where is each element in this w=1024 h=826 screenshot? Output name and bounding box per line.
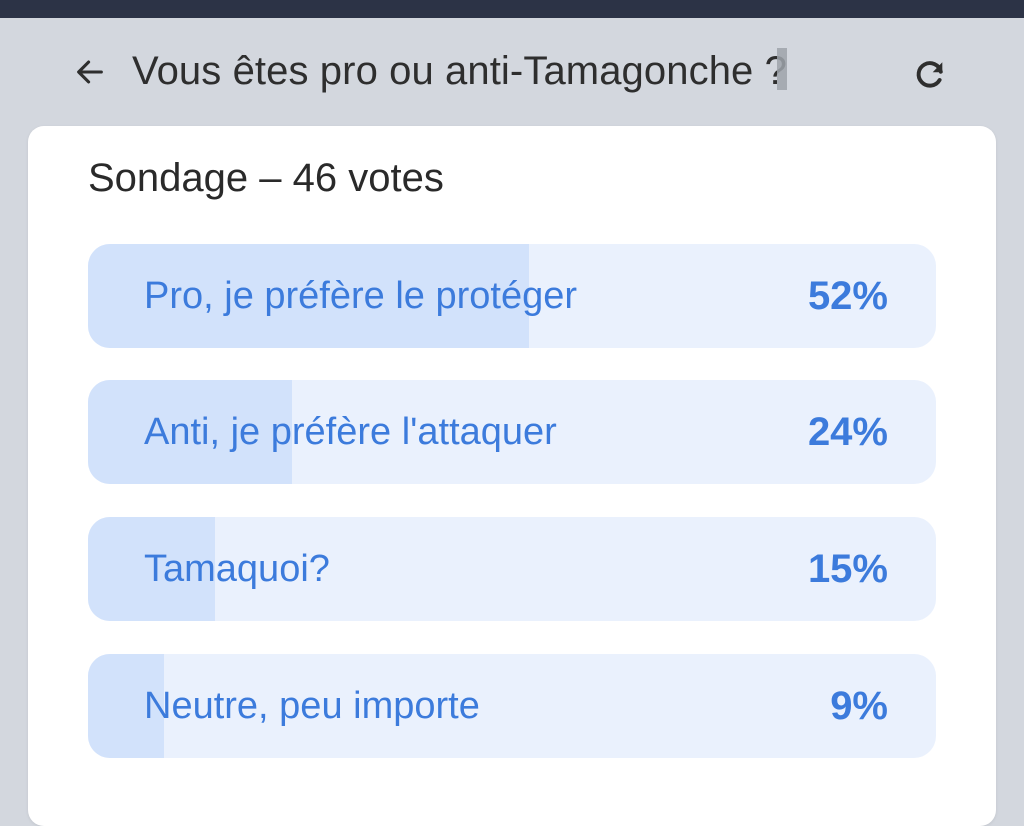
poll-option-fill [88,244,529,348]
poll-option-fill [88,380,292,484]
poll-option-label: Tamaquoi? [144,548,330,590]
poll-option-fill [88,654,165,758]
poll-option-percent: 9% [830,684,888,728]
back-button[interactable] [68,50,112,94]
poll-option-tamaquoi[interactable]: Tamaquoi? 15% [88,517,936,621]
arrow-left-icon [77,60,103,84]
poll-option-neutre[interactable]: Neutre, peu importe 9% [88,654,936,758]
page-title: Vous êtes pro ou anti-Tamagonche ? [132,48,787,93]
app-header: Vous êtes pro ou anti-Tamagonche ? [0,18,1024,126]
text-cursor [776,48,787,90]
poll-option-label: Anti, je préfère l'attaquer [144,411,557,453]
status-bar [0,0,1024,18]
poll-option-percent: 24% [807,410,888,454]
refresh-button[interactable] [906,50,954,98]
poll-option-fill [88,517,216,621]
poll-heading: Sondage – 46 votes [88,156,444,200]
poll-option-percent: 52% [807,274,888,318]
poll-card: Sondage – 46 votes Pro, je préfère le pr… [28,126,996,826]
refresh-icon [916,61,943,88]
poll-option-label: Pro, je préfère le protéger [144,275,578,317]
poll-option-anti[interactable]: Anti, je préfère l'attaquer 24% [88,380,936,484]
poll-option-pro[interactable]: Pro, je préfère le protéger 52% [88,244,936,348]
poll-option-label: Neutre, peu importe [144,685,480,727]
poll-option-percent: 15% [807,547,888,591]
